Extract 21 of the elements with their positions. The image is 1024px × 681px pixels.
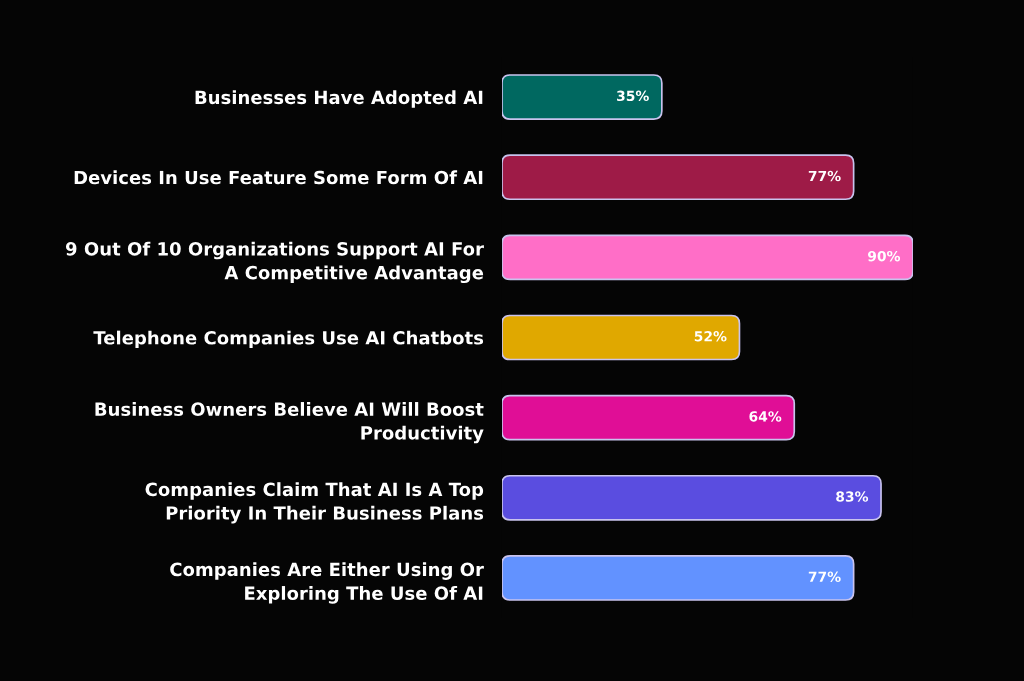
data-label: 77% bbox=[808, 571, 841, 582]
y-tick-label: 9 Out Of 10 Organizations Support AI For A Competitive Advantage bbox=[65, 241, 484, 284]
data-label: 35% bbox=[617, 90, 649, 102]
y-tick-label: Telephone Companies Use AI Chatbots bbox=[93, 330, 484, 349]
data-label: 90% bbox=[867, 250, 901, 262]
y-tick-label: Companies Are Either Using Or Exploring The Use Of AI bbox=[170, 562, 484, 604]
bar bbox=[502, 74, 663, 120]
bar bbox=[502, 555, 855, 601]
data-label: 52% bbox=[694, 331, 727, 342]
bar bbox=[502, 314, 741, 361]
data-label: 83% bbox=[836, 491, 869, 502]
bar bbox=[502, 154, 855, 201]
y-tick-label: Business Owners Believe AI Will Boost Productivity bbox=[95, 402, 484, 444]
data-label: 77% bbox=[808, 170, 841, 182]
bar bbox=[502, 234, 913, 281]
y-tick-label: Devices In Use Feature Some Form Of AI bbox=[74, 170, 483, 185]
y-tick-label: Businesses Have Adopted AI bbox=[195, 90, 483, 108]
bar bbox=[502, 394, 796, 441]
y-tick-label: Companies Claim That AI Is A Top Priority In Their Business Plans bbox=[145, 482, 484, 524]
bar bbox=[502, 474, 882, 521]
data-label: 64% bbox=[749, 411, 782, 422]
